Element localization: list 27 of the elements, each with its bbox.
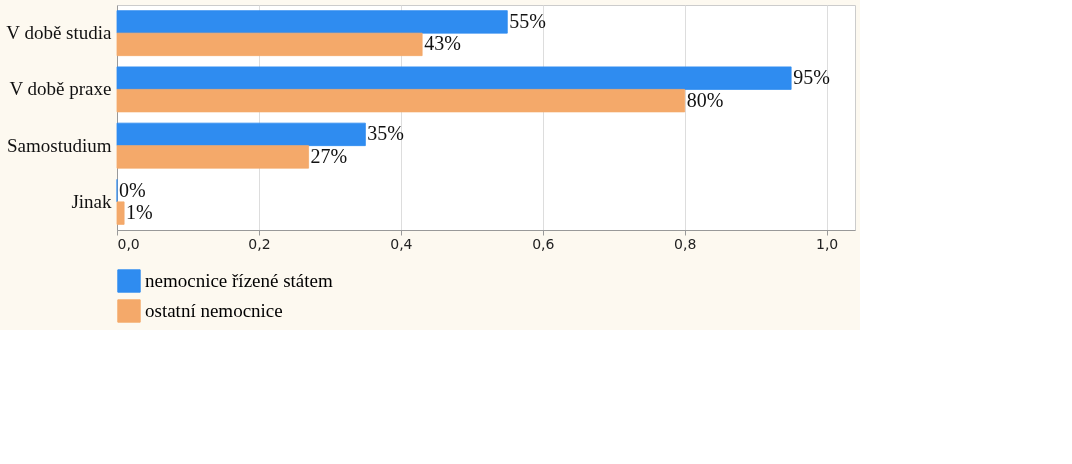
data-label: 80% [686,88,724,111]
data-label: 27% [310,144,348,167]
x-tick-label: 0,4 [390,235,413,252]
data-label: 0% [119,178,146,201]
y-tick-label: Jinak [71,190,112,212]
bar [116,145,309,169]
bar [116,10,508,34]
y-tick-label: V době studia [6,22,113,44]
x-tick-label: 0,8 [674,235,697,252]
x-tick-label: 0,6 [532,235,555,252]
data-label: 1% [126,201,153,224]
bar [116,201,125,225]
data-label: 95% [793,66,830,89]
x-tick-label: 0,2 [248,235,271,252]
bar [116,88,686,113]
y-tick-label: V době praxe [9,78,112,100]
x-tick-label: 1,0 [815,235,839,252]
data-label: 43% [424,32,461,55]
data-label: 55% [509,9,546,32]
y-tick-label: Samostudium [6,134,112,156]
bar [116,66,792,90]
bar [116,32,423,57]
x-tick-label: 0,0 [117,235,140,252]
legend-label: nemocnice řízené státem [145,270,334,291]
legend-label: ostatní nemocnice [145,300,283,321]
bar [116,122,366,147]
data-label: 35% [367,122,405,145]
